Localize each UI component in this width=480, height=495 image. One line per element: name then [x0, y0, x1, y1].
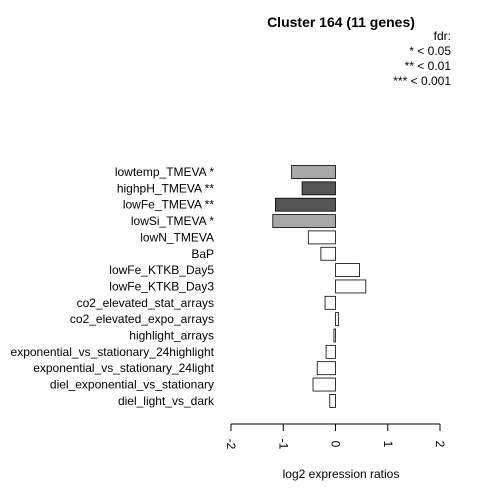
- x-tick-label: -2: [224, 439, 238, 450]
- category-label: lowFe_TMEVA **: [123, 198, 214, 212]
- bar: [275, 197, 336, 212]
- x-tick-label: 2: [433, 441, 447, 448]
- legend-title: fdr:: [434, 29, 451, 43]
- category-label: exponential_vs_stationary_24highlight: [11, 345, 215, 359]
- bar: [320, 246, 336, 261]
- bar: [325, 344, 336, 359]
- category-label: highpH_TMEVA **: [117, 181, 214, 195]
- category-label: lowtemp_TMEVA *: [115, 165, 214, 179]
- bar: [335, 263, 360, 278]
- bar: [333, 328, 336, 343]
- bar: [329, 393, 336, 408]
- bar: [312, 377, 336, 392]
- category-label: co2_elevated_expo_arrays: [70, 312, 214, 326]
- category-label: lowFe_KTKB_Day3: [109, 279, 214, 293]
- chart-title: Cluster 164 (11 genes): [267, 14, 415, 30]
- bar: [324, 295, 336, 310]
- bar: [301, 181, 336, 196]
- category-labels: lowtemp_TMEVA * highpH_TMEVA ** lowFe_TMEV…: [11, 165, 215, 408]
- category-label: highlight_arrays: [129, 329, 214, 343]
- category-label: lowSi_TMEVA *: [131, 214, 214, 228]
- category-label: diel_exponential_vs_stationary: [50, 378, 214, 392]
- category-label: BaP: [191, 247, 214, 261]
- bar: [335, 312, 340, 327]
- x-tick-label: -1: [276, 439, 290, 450]
- category-label: lowN_TMEVA: [140, 230, 214, 244]
- bar: [335, 279, 367, 294]
- category-label: co2_elevated_stat_arrays: [77, 296, 214, 310]
- x-tick-label: 1: [381, 441, 395, 448]
- x-axis: -2 -1 0 1 2: [224, 423, 447, 450]
- legend-entry: *** < 0.001: [393, 74, 451, 88]
- bar: [272, 214, 336, 228]
- category-label: diel_light_vs_dark: [118, 394, 215, 408]
- legend-entry: ** < 0.01: [405, 59, 452, 73]
- legend-entry: * < 0.05: [409, 44, 451, 58]
- bar: [307, 230, 336, 245]
- category-label: exponential_vs_stationary_24light: [33, 361, 214, 375]
- bars: [272, 165, 367, 408]
- x-tick-label: 0: [329, 441, 343, 448]
- bar: [291, 165, 336, 179]
- category-label: lowFe_KTKB_Day5: [109, 263, 214, 277]
- x-axis-label: log2 expression ratios: [283, 467, 400, 481]
- bar: [316, 361, 336, 376]
- legend: fdr: * < 0.05 ** < 0.01 *** < 0.001: [393, 29, 451, 88]
